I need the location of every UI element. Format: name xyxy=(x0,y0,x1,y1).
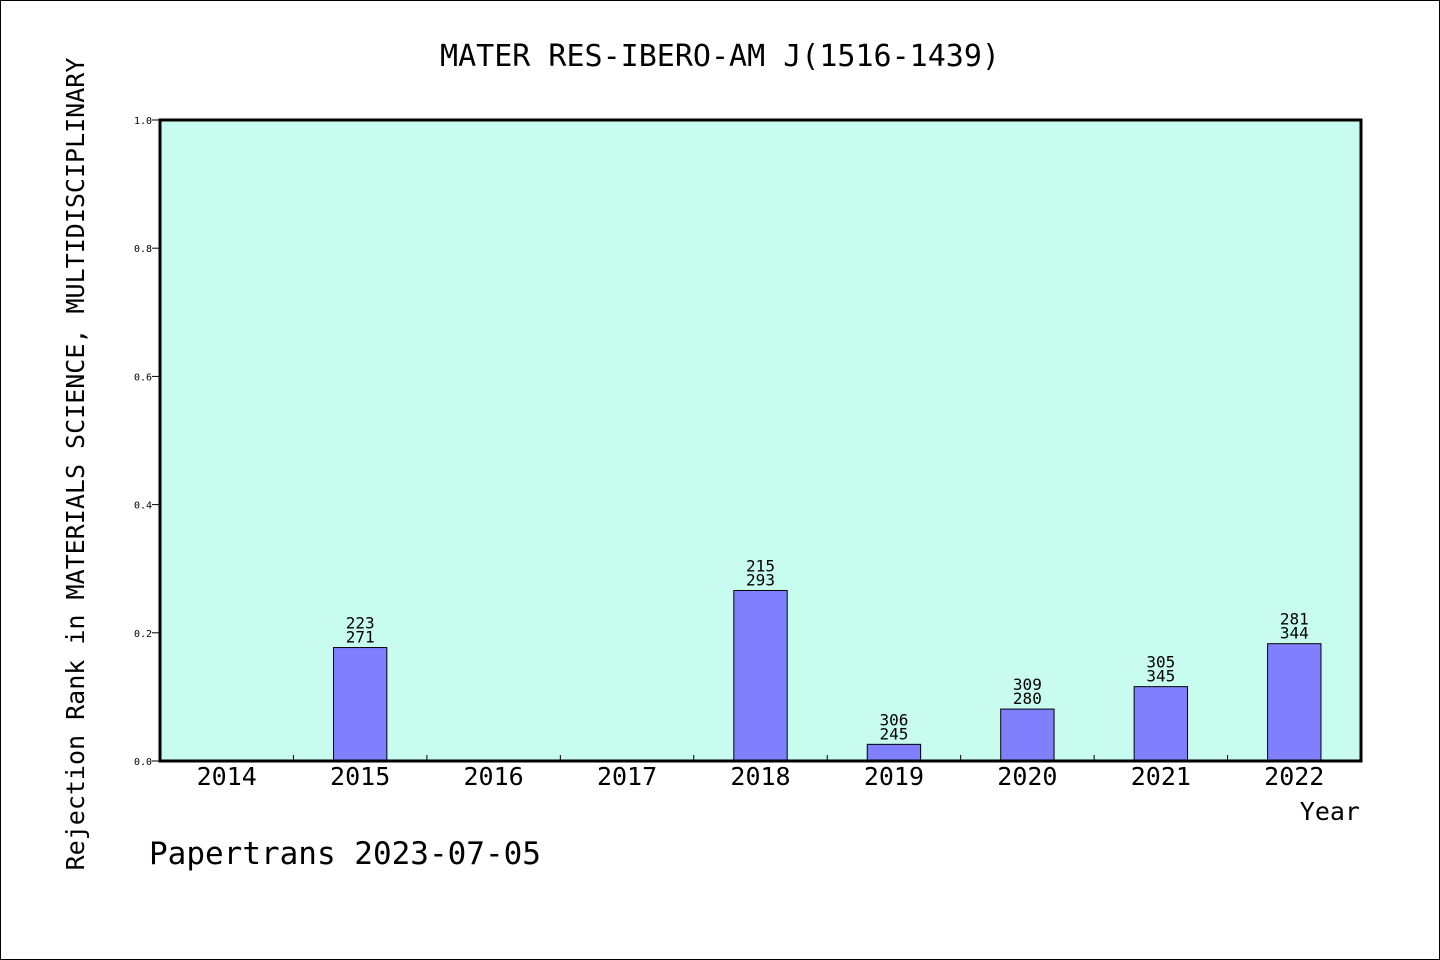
bar-2015 xyxy=(332,647,388,762)
x-axis-ticks: 2014 2015 2016 2017 2018 2019 2020 2021 2022 xyxy=(197,755,1324,791)
bar-2020 xyxy=(1000,708,1055,762)
bar-label-top: 305 xyxy=(1146,653,1175,672)
x-tick-label: 2022 xyxy=(1264,762,1324,791)
y-tick-label: 0.4 xyxy=(134,501,152,512)
x-tick-label: 2016 xyxy=(464,762,524,791)
x-tick-label: 2018 xyxy=(730,762,790,791)
bar-2018 xyxy=(733,589,788,762)
chart-title: MATER RES-IBERO-AM J(1516-1439) xyxy=(440,39,1000,74)
x-tick-label: 2021 xyxy=(1131,762,1191,791)
bar-label-top: 306 xyxy=(879,710,908,729)
bar-2019 xyxy=(866,743,922,762)
y-axis-ticks: 0.0 0.2 0.4 0.6 0.8 1.0 xyxy=(134,116,160,768)
x-axis-label: Year xyxy=(1300,797,1360,826)
x-tick-label: 2020 xyxy=(997,762,1057,791)
bar-label-top: 309 xyxy=(1013,675,1042,694)
x-tick-label: 2015 xyxy=(330,762,390,791)
y-tick-label: 0.0 xyxy=(134,757,152,768)
y-tick-label: 0.6 xyxy=(134,372,152,383)
bar-label-bottom: 344 xyxy=(1280,624,1309,643)
plot-border xyxy=(158,118,1363,763)
bar-label-bottom: 271 xyxy=(346,628,375,647)
y-tick-label: 1.0 xyxy=(134,116,152,127)
bar-label-top: 281 xyxy=(1280,610,1309,629)
x-tick-label: 2019 xyxy=(864,762,924,791)
bar-label-bottom: 293 xyxy=(746,570,775,589)
bar-label-bottom: 345 xyxy=(1146,667,1175,686)
bar-label-top: 215 xyxy=(746,556,775,575)
y-tick-label: 0.8 xyxy=(134,244,152,255)
x-tick-label: 2014 xyxy=(197,762,257,791)
y-axis-label: Rejection Rank in MATERIALS SCIENCE, MUL… xyxy=(61,58,90,871)
bar-label-top: 223 xyxy=(346,614,375,633)
bar-2022 xyxy=(1267,643,1322,762)
bar-2021 xyxy=(1133,686,1189,762)
bars-group xyxy=(332,589,1322,762)
x-tick-label: 2017 xyxy=(597,762,657,791)
bar-label-bottom: 245 xyxy=(879,724,908,743)
y-tick-label: 0.2 xyxy=(134,629,152,640)
footer-credit: Papertrans 2023-07-05 xyxy=(149,836,541,872)
bar-label-bottom: 280 xyxy=(1013,689,1042,708)
